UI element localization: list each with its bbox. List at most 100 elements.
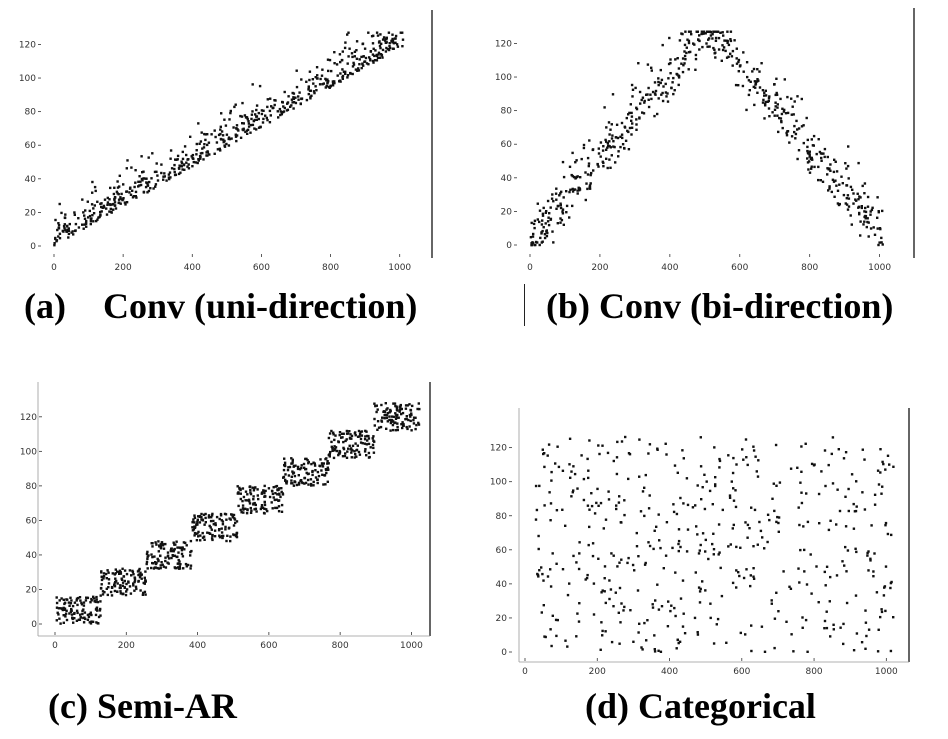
- data-point: [660, 93, 663, 96]
- y-tick-label: 0: [30, 242, 36, 252]
- data-point: [351, 444, 355, 447]
- data-point: [346, 74, 350, 77]
- data-point: [321, 473, 324, 476]
- data-point: [701, 45, 704, 49]
- data-point: [244, 130, 247, 134]
- data-point: [704, 32, 707, 35]
- data-point: [767, 107, 771, 110]
- x-tick-label: 1000: [868, 263, 891, 273]
- data-point: [363, 60, 367, 63]
- data-point: [224, 525, 227, 529]
- data-point: [199, 140, 203, 143]
- data-point: [834, 179, 837, 182]
- data-point: [189, 554, 192, 557]
- data-point: [95, 607, 98, 610]
- data-point: [175, 566, 178, 570]
- data-point: [805, 116, 808, 120]
- data-point: [84, 209, 87, 212]
- data-point: [255, 118, 258, 121]
- data-point: [391, 33, 394, 36]
- data-point: [625, 116, 628, 120]
- data-point: [614, 136, 618, 139]
- data-point: [333, 447, 337, 451]
- data-point: [552, 241, 555, 244]
- data-point: [146, 191, 149, 194]
- data-point: [139, 571, 142, 574]
- data-point: [803, 548, 806, 552]
- data-point: [173, 543, 176, 546]
- data-point: [385, 427, 388, 430]
- data-point: [128, 569, 132, 572]
- data-point: [698, 48, 701, 51]
- data-point: [115, 190, 119, 193]
- data-point: [408, 425, 411, 428]
- data-point: [658, 539, 661, 542]
- data-point: [125, 190, 128, 193]
- data-point: [549, 628, 552, 631]
- data-point: [234, 133, 237, 136]
- data-point: [409, 419, 412, 423]
- data-point: [196, 518, 199, 521]
- data-point: [106, 593, 109, 597]
- data-point: [639, 102, 642, 105]
- data-point: [65, 230, 69, 233]
- data-point: [384, 41, 387, 44]
- data-point: [92, 207, 95, 210]
- data-point: [255, 128, 258, 131]
- data-point: [712, 46, 715, 50]
- data-point: [102, 204, 106, 208]
- data-point: [793, 130, 796, 134]
- data-point: [890, 580, 893, 584]
- data-point: [751, 70, 754, 73]
- data-point: [592, 169, 595, 172]
- data-point: [207, 516, 211, 519]
- data-point: [202, 535, 206, 538]
- data-point: [142, 177, 145, 180]
- data-point: [293, 474, 297, 478]
- data-point: [105, 207, 108, 210]
- data-point: [818, 522, 821, 525]
- data-point: [90, 613, 93, 617]
- data-point: [844, 202, 847, 205]
- data-point: [181, 168, 184, 171]
- data-point: [63, 226, 66, 230]
- data-point: [568, 582, 571, 585]
- data-point: [325, 468, 328, 472]
- data-point: [218, 517, 221, 521]
- data-point: [383, 39, 387, 42]
- data-point: [145, 562, 148, 566]
- data-point: [240, 511, 243, 514]
- data-point: [347, 447, 350, 450]
- data-point: [273, 498, 276, 502]
- data-point: [287, 466, 290, 469]
- data-point: [572, 465, 575, 468]
- data-point: [291, 482, 294, 485]
- data-point: [303, 482, 306, 485]
- data-point: [146, 567, 149, 570]
- data-point: [356, 69, 359, 72]
- data-point: [827, 168, 830, 171]
- data-point: [159, 543, 162, 546]
- data-point: [606, 451, 610, 455]
- data-point: [664, 554, 668, 557]
- data-point: [248, 485, 252, 488]
- data-point: [612, 605, 615, 608]
- data-point: [395, 413, 398, 417]
- data-point: [608, 597, 611, 601]
- data-point: [253, 487, 256, 490]
- data-point: [543, 452, 546, 455]
- data-point: [175, 540, 178, 543]
- data-point: [220, 531, 224, 534]
- data-point: [803, 570, 806, 573]
- data-point: [173, 170, 176, 174]
- data-point: [547, 223, 551, 227]
- data-point: [532, 222, 536, 226]
- data-point: [638, 622, 641, 625]
- data-point: [391, 47, 395, 50]
- data-point: [724, 49, 727, 53]
- data-point: [721, 48, 725, 52]
- data-point: [398, 410, 401, 413]
- data-point: [326, 58, 330, 61]
- data-point: [84, 617, 87, 621]
- data-point: [320, 469, 323, 472]
